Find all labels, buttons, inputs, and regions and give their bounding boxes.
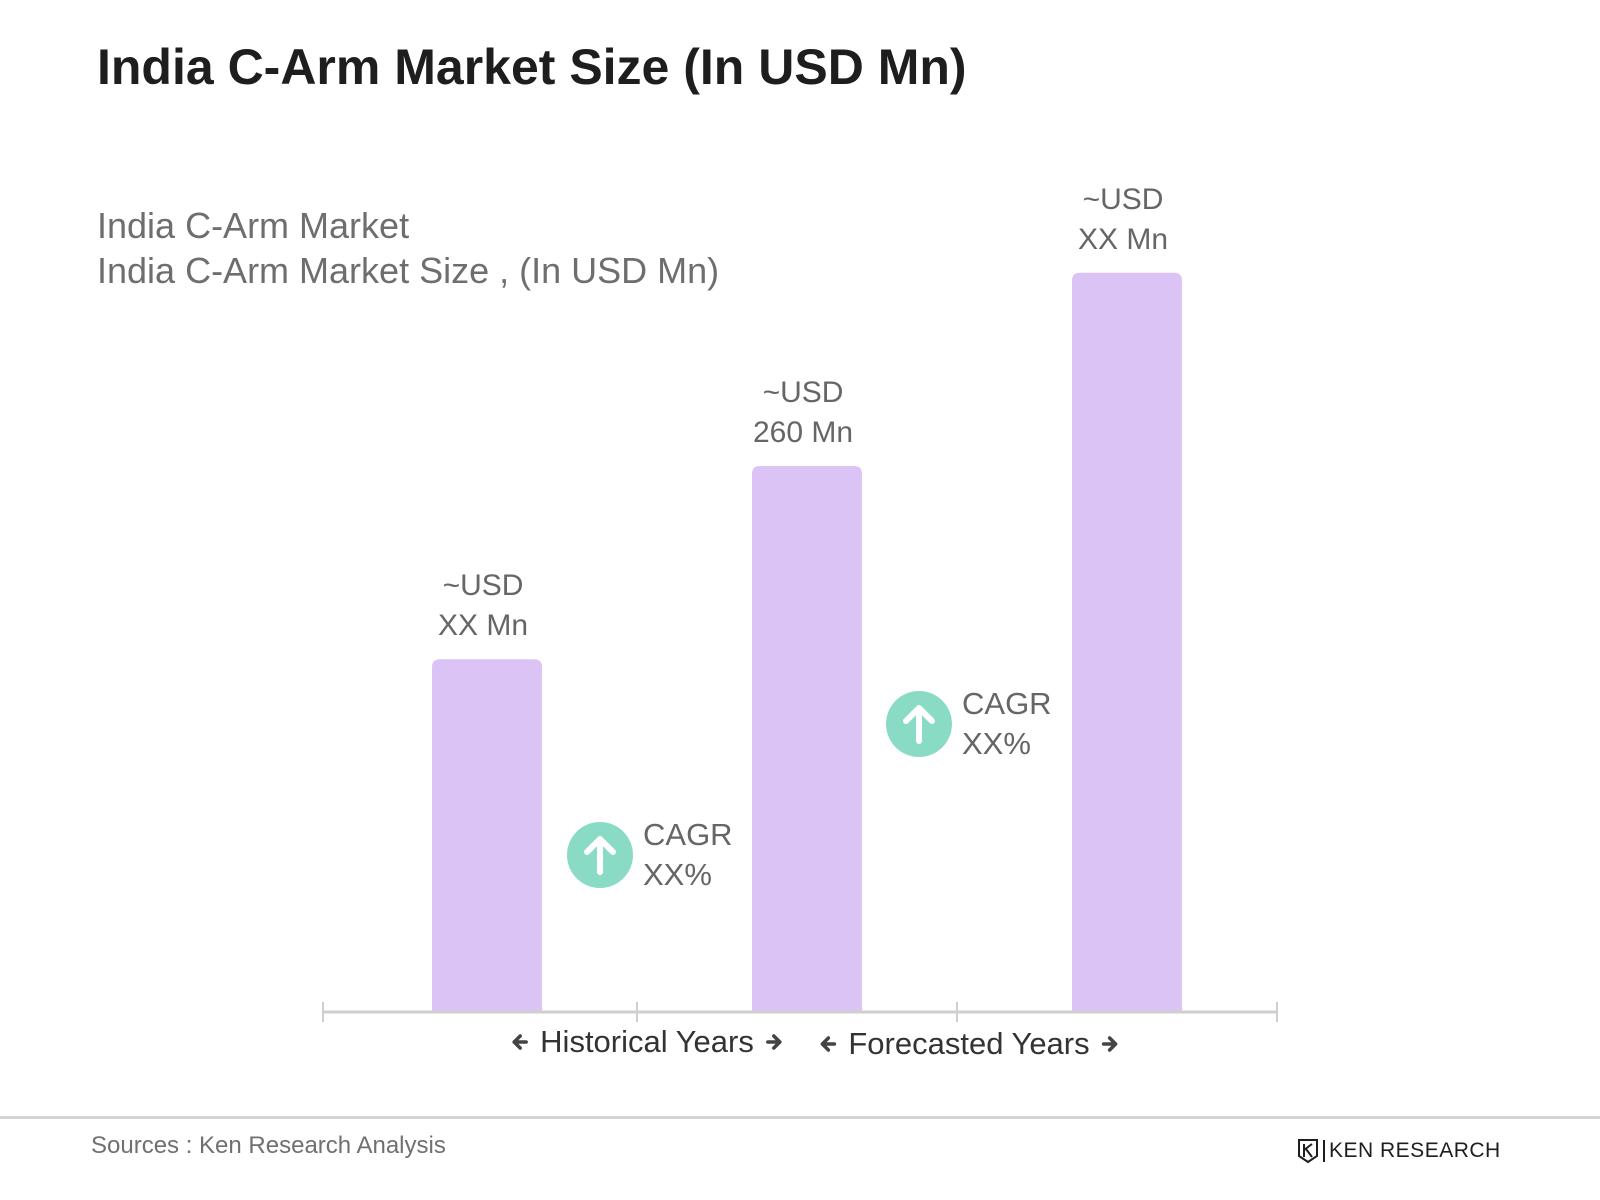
arrow-up-icon — [584, 836, 616, 875]
arrow-right-icon — [766, 1034, 782, 1050]
page-title: India C-Arm Market Size (In USD Mn) — [97, 39, 967, 95]
cagr-value: XX% — [643, 857, 712, 892]
footer-divider — [0, 1116, 1600, 1119]
arrow-right-icon — [1101, 1036, 1118, 1052]
chart-subtitle: India C-Arm Market — [97, 205, 410, 246]
arrow-left-icon — [512, 1034, 528, 1050]
bar — [1072, 272, 1182, 1012]
bar — [432, 659, 542, 1012]
arrow-left-icon — [820, 1036, 837, 1052]
sources-note: Sources : Ken Research Analysis — [91, 1132, 446, 1159]
cagr-label: CAGR — [643, 817, 733, 852]
cagr-value: XX% — [962, 726, 1031, 761]
period-label: Historical Years — [540, 1024, 754, 1059]
ken-research-logo-icon — [1298, 1139, 1318, 1164]
cagr-label: CAGR — [962, 686, 1052, 721]
bar-value-label: ~USD — [763, 376, 844, 409]
bar-value-label: ~USD — [1083, 183, 1164, 216]
chart-subtitle-units: India C-Arm Market Size , (In USD Mn) — [97, 250, 720, 291]
bar-value-label: XX Mn — [438, 609, 528, 642]
bar-value-label: ~USD — [443, 569, 524, 602]
brand-logo: KEN RESEARCH — [1297, 1136, 1501, 1166]
bar-value-label: 260 Mn — [753, 416, 853, 449]
bar-value-label: XX Mn — [1078, 223, 1168, 256]
bar-chart: ~USD XX Mn ~USD 260 Mn ~USD XX Mn CAGR XX% CAGR X… — [322, 183, 1278, 1061]
arrow-up-icon — [903, 705, 935, 744]
brand-name: KEN RESEARCH — [1329, 1139, 1501, 1162]
bar — [752, 466, 862, 1012]
period-label: Forecasted Years — [848, 1026, 1089, 1061]
